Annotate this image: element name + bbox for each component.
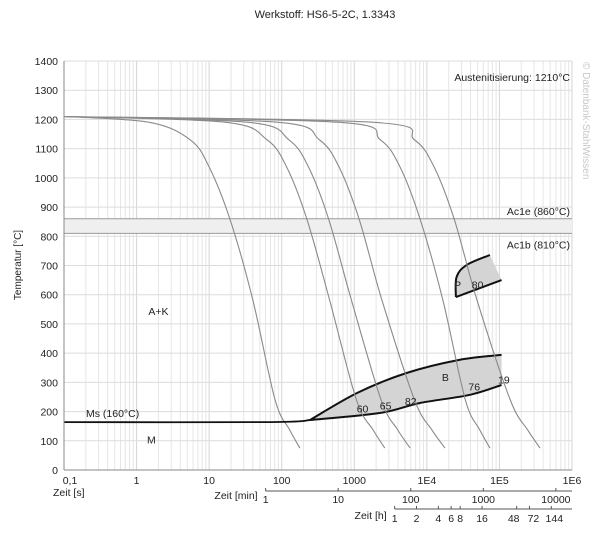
x-tick-label-seconds: 0,1 bbox=[63, 475, 78, 487]
phase-label: P bbox=[454, 279, 461, 291]
hardness-value: 82 bbox=[405, 396, 417, 408]
hardness-value: 65 bbox=[380, 401, 392, 413]
x-tick-label-hours: 1 bbox=[392, 513, 398, 525]
watermark: © Datenbank-StahlWissen bbox=[580, 62, 591, 179]
ms-line bbox=[63, 419, 311, 424]
y-tick-label: 600 bbox=[40, 290, 58, 302]
y-axis-label: Temperatur [°C] bbox=[13, 230, 24, 300]
austenitizing-note: Austenitisierung: 1210°C bbox=[454, 72, 570, 84]
x-tick-label-minutes: 10000 bbox=[541, 494, 570, 506]
ac1-band bbox=[64, 218, 572, 234]
hardness-value: 19 bbox=[498, 374, 510, 386]
y-tick-label: 200 bbox=[40, 407, 58, 419]
x-tick-label-minutes: 10 bbox=[332, 494, 344, 506]
labels: Ms (160°C) A+K M B P 80 60 65 82 76 19 bbox=[86, 279, 510, 446]
pearlite-end-line bbox=[455, 279, 502, 298]
x-tick-label-seconds: 1E4 bbox=[418, 475, 437, 487]
x-tick-label-seconds: 10 bbox=[203, 475, 215, 487]
x-tick-label-hours: 2 bbox=[414, 513, 420, 525]
hardness-value: 76 bbox=[468, 382, 480, 394]
y-tick-label: 1100 bbox=[35, 144, 58, 156]
y-tick-label: 900 bbox=[40, 202, 58, 214]
x-tick-label-hours: 16 bbox=[476, 513, 488, 525]
reference-lines: Ac1e (860°C) Ac1b (810°C) bbox=[64, 206, 572, 251]
x-tick-label-seconds: 100 bbox=[273, 475, 291, 487]
cooling-curve bbox=[63, 115, 446, 449]
cooling-curve bbox=[63, 115, 301, 449]
bainite-end-line bbox=[309, 384, 502, 422]
y-tick-label: 300 bbox=[40, 377, 58, 389]
hardness-value: 60 bbox=[357, 404, 369, 416]
x-tick-label-seconds: 1 bbox=[134, 475, 140, 487]
x-tick-label-hours: 48 bbox=[508, 513, 520, 525]
x-tick-label-hours: 144 bbox=[546, 513, 564, 525]
x-tick-label-hours: 6 bbox=[448, 513, 454, 525]
ac1e-label: Ac1e (860°C) bbox=[507, 206, 570, 218]
chart-title: Werkstoff: HS6-5-2C, 1.3343 bbox=[255, 9, 396, 21]
ac1b-label: Ac1b (810°C) bbox=[507, 239, 570, 251]
bainite-start-line bbox=[309, 353, 502, 421]
pearlite-start-line bbox=[454, 254, 491, 298]
x-tick-label-hours: 4 bbox=[435, 513, 441, 525]
cooling-curve bbox=[63, 115, 541, 449]
x-tick-label-hours: 72 bbox=[528, 513, 540, 525]
axes: 0100200300400500600700800900100011001200… bbox=[35, 56, 582, 525]
y-tick-label: 800 bbox=[40, 231, 58, 243]
phase-label: M bbox=[147, 434, 156, 446]
phase-label: A+K bbox=[148, 306, 168, 318]
y-tick-label: 1200 bbox=[35, 114, 59, 126]
x-tick-label-seconds: 1E5 bbox=[490, 475, 509, 487]
x-tick-label-minutes: 100 bbox=[402, 494, 420, 506]
x-tick-label-seconds: 1000 bbox=[343, 475, 367, 487]
x-axis-minutes-label: Zeit [min] bbox=[214, 490, 257, 502]
y-tick-label: 1300 bbox=[35, 85, 59, 97]
cooling-curve bbox=[63, 115, 386, 449]
x-tick-label-minutes: 1000 bbox=[472, 494, 496, 506]
ms-label: Ms (160°C) bbox=[86, 408, 139, 420]
y-tick-label: 700 bbox=[40, 261, 58, 273]
cooling-curve bbox=[63, 115, 411, 449]
cooling-curves bbox=[63, 115, 541, 449]
x-axis-seconds-label: Zeit [s] bbox=[53, 487, 85, 499]
y-tick-label: 500 bbox=[40, 319, 58, 331]
grid bbox=[63, 60, 573, 471]
y-tick-label: 1000 bbox=[35, 173, 59, 185]
phase-label: 80 bbox=[472, 279, 484, 291]
x-tick-label-hours: 8 bbox=[457, 513, 463, 525]
y-tick-label: 0 bbox=[52, 465, 58, 477]
x-tick-label-seconds: 1E6 bbox=[563, 475, 582, 487]
cooling-curve bbox=[63, 115, 491, 449]
x-tick-label-minutes: 1 bbox=[263, 494, 269, 506]
y-tick-label: 100 bbox=[40, 436, 58, 448]
y-tick-label: 1400 bbox=[35, 56, 59, 68]
phase-label: B bbox=[442, 372, 449, 384]
y-tick-label: 400 bbox=[40, 348, 58, 360]
x-axis-hours-label: Zeit [h] bbox=[355, 510, 387, 522]
